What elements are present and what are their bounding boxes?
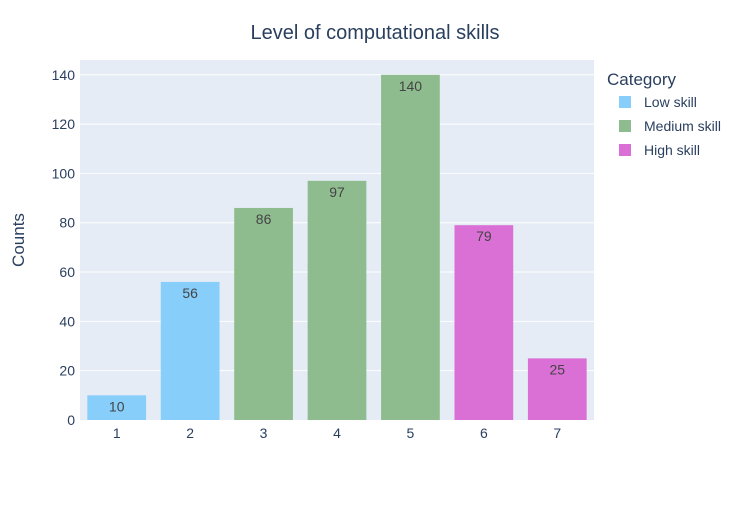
x-tick-label: 2 <box>186 425 194 441</box>
x-tick-label: 6 <box>480 425 488 441</box>
bar[interactable] <box>307 180 367 420</box>
bar-value-label: 25 <box>549 361 565 377</box>
legend-swatch[interactable] <box>619 120 631 132</box>
y-tick-label: 80 <box>59 215 75 231</box>
y-tick-label: 140 <box>52 67 76 83</box>
legend-swatch[interactable] <box>619 144 631 156</box>
y-tick-label: 120 <box>52 116 76 132</box>
x-tick-label: 3 <box>260 425 268 441</box>
y-tick-label: 40 <box>59 313 75 329</box>
bar-value-label: 79 <box>476 228 492 244</box>
y-tick-label: 0 <box>67 412 75 428</box>
legend-item-label[interactable]: Low skill <box>644 94 697 110</box>
x-tick-label: 1 <box>113 425 121 441</box>
y-tick-label: 60 <box>59 264 75 280</box>
data-labels: 10 56 86 97 140 79 25 <box>109 78 565 415</box>
y-tick-label: 20 <box>59 363 75 379</box>
x-tick-label: 7 <box>553 425 561 441</box>
bar-value-label: 140 <box>399 78 423 94</box>
x-tick-label: 5 <box>407 425 415 441</box>
bar[interactable] <box>160 281 220 420</box>
legend-title: Category <box>607 70 676 89</box>
legend[interactable]: Category Low skill Medium skill High skill <box>607 70 721 158</box>
y-tick-label: 100 <box>52 165 76 181</box>
x-tick-label: 4 <box>333 425 341 441</box>
bar-value-label: 56 <box>182 285 198 301</box>
x-axis-ticks: 1 2 3 4 5 6 7 <box>113 425 562 441</box>
bar-value-label: 10 <box>109 398 125 414</box>
bar-value-label: 86 <box>256 211 272 227</box>
legend-item-label[interactable]: Medium skill <box>644 118 721 134</box>
y-axis-ticks: 0 20 40 60 80 100 120 140 <box>52 67 76 428</box>
bar[interactable] <box>454 225 514 420</box>
y-axis-label: Counts <box>9 213 28 267</box>
legend-item-label[interactable]: High skill <box>644 142 700 158</box>
bar[interactable] <box>234 207 293 420</box>
legend-swatch[interactable] <box>619 96 631 108</box>
chart-title: Level of computational skills <box>250 22 499 44</box>
bar[interactable] <box>527 358 587 420</box>
bar[interactable] <box>87 395 147 420</box>
bars <box>87 74 587 420</box>
bar[interactable] <box>381 74 440 420</box>
bar-value-label: 97 <box>329 184 345 200</box>
